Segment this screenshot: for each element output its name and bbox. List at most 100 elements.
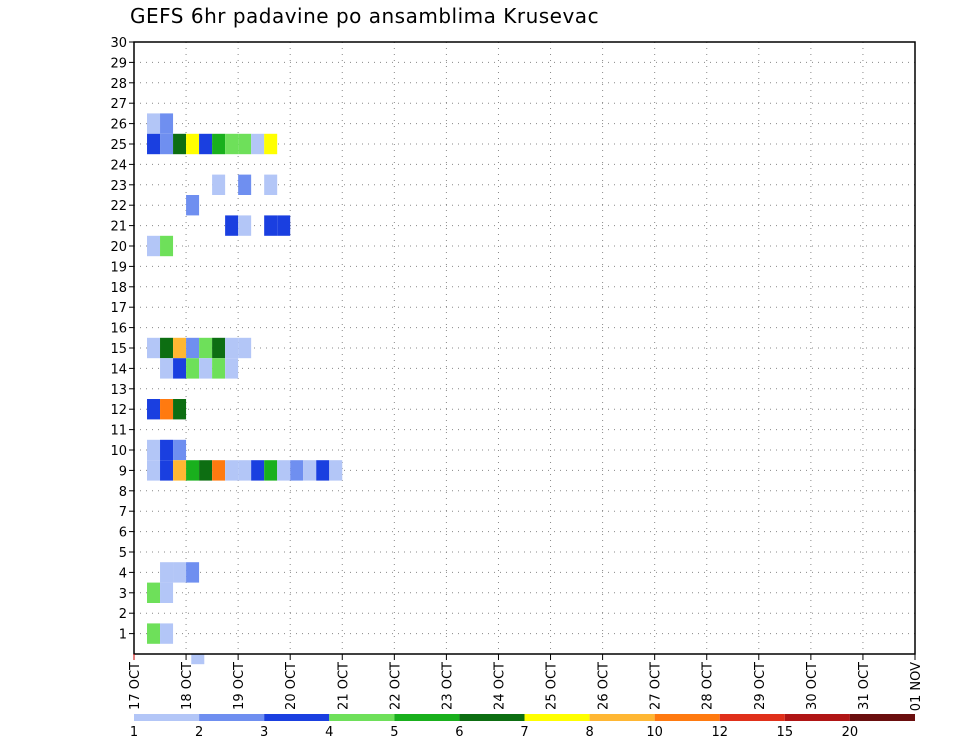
precip-cell	[238, 460, 252, 481]
precip-cell	[160, 337, 174, 359]
precip-cell	[160, 460, 174, 481]
y-tick-label: 15	[110, 342, 127, 357]
x-tick-label: 26 OCT	[597, 662, 612, 710]
precip-cell	[160, 358, 174, 379]
precip-cell	[173, 337, 187, 359]
precip-cell	[212, 358, 226, 379]
colorbar-swatch	[329, 714, 395, 721]
y-tick-label: 25	[110, 138, 127, 153]
x-tick-label: 23 OCT	[440, 662, 455, 710]
y-tick-label: 19	[110, 260, 127, 275]
precip-cell	[186, 562, 200, 583]
precip-cell	[173, 133, 187, 155]
colorbar-swatch	[849, 714, 915, 721]
precip-cell	[225, 358, 239, 379]
y-tick-label: 18	[110, 281, 127, 296]
precip-cell	[147, 623, 161, 644]
precip-cell	[238, 133, 252, 155]
y-tick-label: 30	[110, 36, 127, 51]
precip-cell	[160, 399, 174, 420]
precip-cell	[147, 337, 161, 359]
precip-cell	[212, 133, 226, 155]
x-tick-label: 19 OCT	[232, 662, 247, 710]
x-tick-label: 17 OCT	[128, 662, 143, 710]
y-tick-label: 22	[110, 199, 127, 214]
colorbar-label: 5	[390, 725, 398, 740]
y-tick-label: 12	[110, 403, 127, 418]
precip-cell	[199, 337, 213, 359]
precip-cell	[173, 439, 187, 461]
precip-cell	[160, 133, 174, 155]
precip-cell	[303, 460, 317, 481]
precip-cell	[186, 133, 200, 155]
x-tick-label: 31 OCT	[857, 662, 872, 710]
x-tick-label: 21 OCT	[336, 662, 351, 710]
precip-cell	[173, 460, 187, 481]
x-tick-label: 18 OCT	[180, 662, 195, 710]
precip-cell	[147, 460, 161, 481]
precip-cell	[160, 235, 174, 257]
y-tick-label: 10	[110, 444, 127, 459]
x-tick-label: 24 OCT	[492, 662, 507, 710]
y-tick-label: 13	[110, 383, 127, 398]
x-tick-label: 28 OCT	[701, 662, 716, 710]
colorbar-label: 20	[842, 725, 859, 740]
colorbar-label: 15	[777, 725, 794, 740]
y-tick-label: 21	[110, 220, 127, 235]
precip-cell	[277, 215, 291, 236]
precip-cell	[251, 133, 265, 155]
y-tick-label: 27	[110, 97, 127, 112]
precip-cell	[264, 460, 278, 481]
y-tick-label: 14	[110, 362, 127, 377]
colorbar-label: 8	[585, 725, 593, 740]
precip-cell	[147, 582, 161, 603]
y-tick-label: 16	[110, 322, 127, 337]
precip-cell	[199, 460, 213, 481]
precip-cell	[173, 358, 187, 379]
precip-cell	[225, 460, 239, 481]
y-tick-label: 8	[119, 485, 127, 500]
colorbar-swatch	[524, 714, 590, 721]
precip-cell	[264, 133, 278, 155]
y-tick-label: 2	[119, 607, 127, 622]
colorbar-label: 12	[711, 725, 728, 740]
precip-cell	[225, 133, 239, 155]
y-tick-label: 28	[110, 77, 127, 92]
precip-cell	[173, 399, 187, 420]
precip-cell	[173, 562, 187, 583]
y-tick-label: 1	[119, 628, 127, 643]
colorbar-label: 4	[325, 725, 333, 740]
colorbar-label: 3	[260, 725, 268, 740]
colorbar-swatch	[719, 714, 785, 721]
precip-cell	[160, 113, 174, 134]
precip-cell	[212, 337, 226, 359]
precip-cell	[147, 399, 161, 420]
y-tick-label: 23	[110, 179, 127, 194]
y-tick-label: 4	[119, 566, 127, 581]
precip-cell	[160, 439, 174, 461]
y-tick-label: 20	[110, 240, 127, 255]
colorbar-label: 6	[455, 725, 463, 740]
colorbar-swatch	[459, 714, 525, 721]
precip-cell	[264, 174, 278, 195]
precip-cell	[225, 215, 239, 236]
precip-cell	[238, 174, 252, 195]
x-tick-label: 22 OCT	[388, 662, 403, 710]
precip-cell	[199, 133, 213, 155]
precip-cell	[238, 215, 252, 236]
precip-cell	[147, 235, 161, 257]
colorbar-swatch	[199, 714, 265, 721]
x-tick-label: 20 OCT	[284, 662, 299, 710]
x-tick-label: 29 OCT	[753, 662, 768, 710]
colorbar-swatch	[589, 714, 655, 721]
precip-cell	[212, 460, 226, 481]
y-tick-label: 3	[119, 587, 127, 602]
precip-cell	[186, 337, 200, 359]
precip-cell	[238, 337, 252, 359]
precip-cell	[147, 113, 161, 134]
precip-cell	[316, 460, 330, 481]
y-tick-label: 9	[119, 464, 127, 479]
precip-cell	[251, 460, 265, 481]
precip-cell	[290, 460, 304, 481]
